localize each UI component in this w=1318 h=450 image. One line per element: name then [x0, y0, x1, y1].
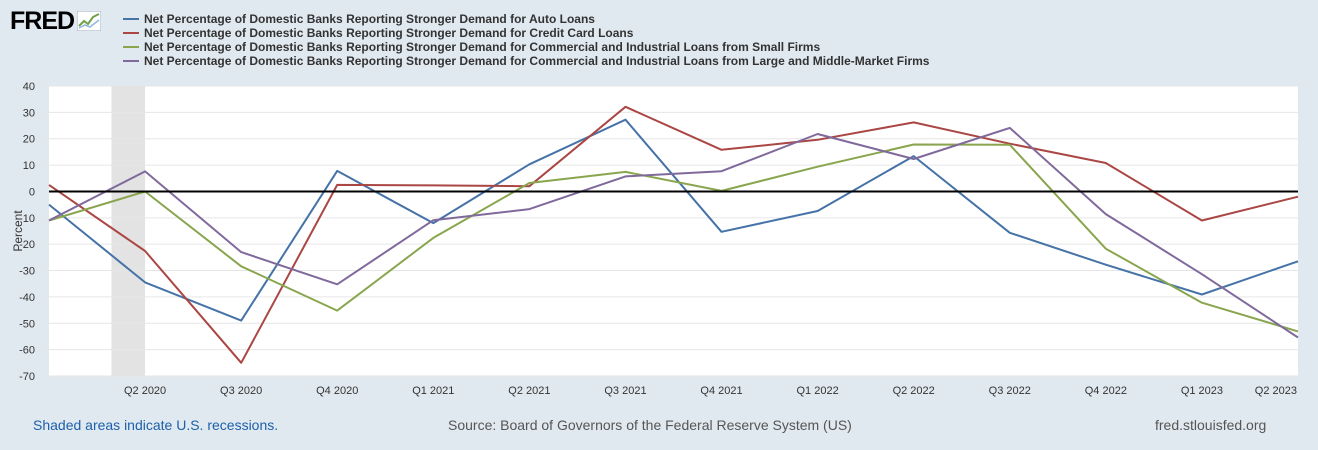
y-tick-label: -30: [19, 266, 35, 278]
chart-legend: Net Percentage of Domestic Banks Reporti…: [123, 12, 929, 68]
series-line-auto: [48, 118, 1299, 322]
x-tick-label: Q4 2021: [700, 385, 742, 397]
legend-swatch-small: [123, 46, 139, 48]
x-tick-label: Q1 2021: [412, 385, 454, 397]
legend-label-auto: Net Percentage of Domestic Banks Reporti…: [144, 12, 595, 26]
legend-label-credit: Net Percentage of Domestic Banks Reporti…: [144, 26, 634, 40]
y-tick-label: -60: [19, 345, 35, 357]
y-tick-label: 20: [23, 134, 35, 146]
x-tick-label: Q4 2022: [1085, 385, 1127, 397]
y-tick-label: -40: [19, 292, 35, 304]
y-tick-label: -50: [19, 318, 35, 330]
legend-item-auto[interactable]: Net Percentage of Domestic Banks Reporti…: [123, 12, 929, 26]
x-tick-label: Q2 2022: [893, 385, 935, 397]
x-tick-label: Q1 2022: [797, 385, 839, 397]
legend-item-large[interactable]: Net Percentage of Domestic Banks Reporti…: [123, 54, 929, 68]
recession-note: Shaded areas indicate U.S. recessions.: [33, 417, 279, 433]
site-link[interactable]: fred.stlouisfed.org: [1155, 417, 1267, 433]
y-tick-label: -20: [19, 239, 35, 251]
legend-swatch-auto: [123, 18, 139, 20]
y-tick-label: -10: [19, 213, 35, 225]
fred-chart-logo-icon: [77, 11, 102, 31]
legend-swatch-credit: [123, 32, 139, 34]
x-tick-label: Q3 2020: [220, 385, 262, 397]
x-tick-label: Q3 2022: [989, 385, 1031, 397]
fred-logo[interactable]: FRED: [10, 7, 102, 35]
x-tick-label: Q2 2023: [1255, 385, 1297, 397]
legend-item-credit[interactable]: Net Percentage of Domestic Banks Reporti…: [123, 26, 929, 40]
x-tick-label: Q2 2020: [124, 385, 166, 397]
y-tick-label: -70: [19, 371, 35, 383]
y-axis-title: Percent: [11, 210, 25, 252]
x-tick-label: Q4 2020: [316, 385, 358, 397]
plot-area: [49, 86, 1298, 376]
x-tick-label: Q3 2021: [604, 385, 646, 397]
y-tick-label: 30: [23, 107, 35, 119]
legend-label-small: Net Percentage of Domestic Banks Reporti…: [144, 40, 821, 54]
series-line-large: [48, 126, 1299, 339]
x-tick-label: Q1 2023: [1181, 385, 1223, 397]
source-note: Source: Board of Governors of the Federa…: [448, 417, 852, 433]
legend-label-large: Net Percentage of Domestic Banks Reporti…: [144, 54, 930, 68]
y-tick-label: 10: [23, 160, 35, 172]
series-line-small: [48, 143, 1299, 333]
legend-item-small[interactable]: Net Percentage of Domestic Banks Reporti…: [123, 40, 929, 54]
y-tick-label: 40: [23, 81, 35, 93]
x-tick-label: Q2 2021: [508, 385, 550, 397]
legend-swatch-large: [123, 60, 139, 62]
y-tick-label: 0: [29, 186, 35, 198]
fred-logo-text: FRED: [10, 7, 75, 35]
series-line-credit: [48, 105, 1299, 364]
